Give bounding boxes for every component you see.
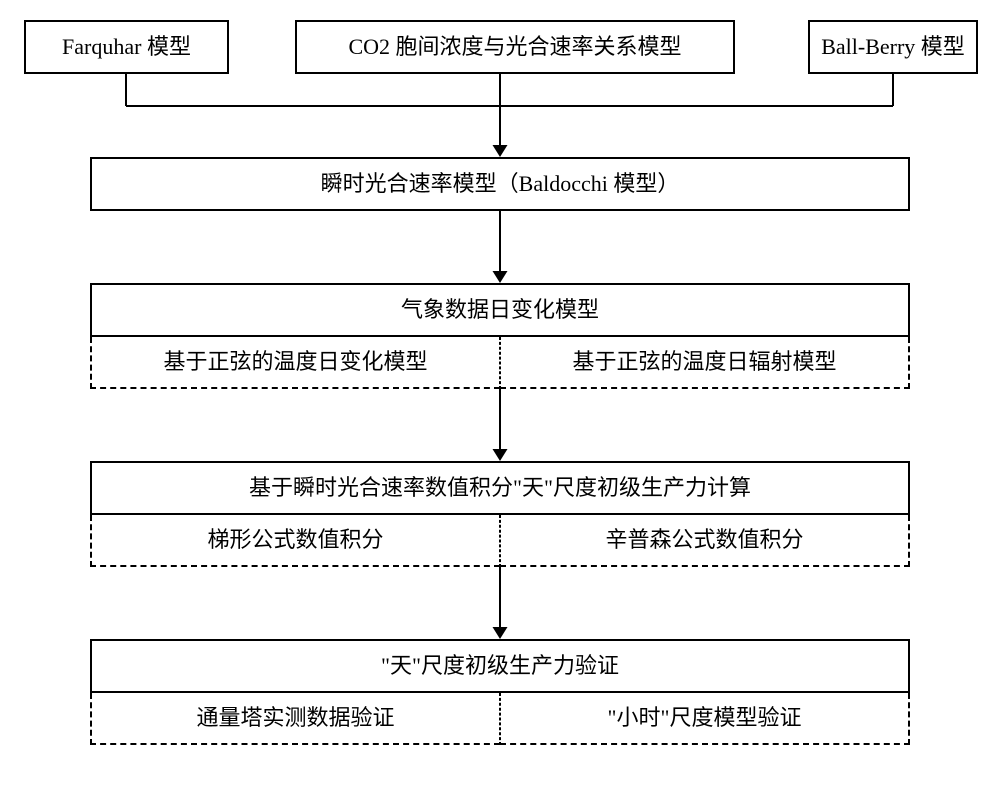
- label: 气象数据日变化模型: [401, 296, 599, 325]
- label: 基于瞬时光合速率数值积分"天"尺度初级生产力计算: [249, 474, 751, 503]
- label: 梯形公式数值积分: [207, 526, 383, 555]
- node-daily-gpp-integration: 基于瞬时光合速率数值积分"天"尺度初级生产力计算: [90, 461, 910, 515]
- label: 基于正弦的温度日辐射模型: [572, 348, 836, 377]
- node-daily-gpp-validation: "天"尺度初级生产力验证: [90, 639, 910, 693]
- node-meteo-sub-row: 基于正弦的温度日变化模型 基于正弦的温度日辐射模型: [90, 337, 910, 389]
- node-hourly-model-validation: "小时"尺度模型验证: [500, 693, 910, 745]
- node-farquhar-model: Farquhar 模型: [24, 20, 229, 74]
- node-fluxtower-validation: 通量塔实测数据验证: [90, 693, 500, 745]
- node-trapezoid-integration: 梯形公式数值积分: [90, 515, 500, 567]
- label: "天"尺度初级生产力验证: [381, 652, 619, 681]
- label: "小时"尺度模型验证: [608, 704, 802, 733]
- node-sine-temperature-model: 基于正弦的温度日变化模型: [90, 337, 500, 389]
- node-integration-sub-row: 梯形公式数值积分 辛普森公式数值积分: [90, 515, 910, 567]
- node-validation-sub-row: 通量塔实测数据验证 "小时"尺度模型验证: [90, 693, 910, 745]
- node-baldocchi-model: 瞬时光合速率模型（Baldocchi 模型）: [90, 157, 910, 211]
- node-ball-berry-model: Ball-Berry 模型: [808, 20, 978, 74]
- node-simpson-integration: 辛普森公式数值积分: [500, 515, 910, 567]
- label: Farquhar 模型: [62, 33, 191, 62]
- label: 通量塔实测数据验证: [196, 704, 394, 733]
- label: Ball-Berry 模型: [821, 33, 965, 62]
- node-co2-photosynthesis: CO2 胞间浓度与光合速率关系模型: [295, 20, 735, 74]
- node-meteo-daily-model: 气象数据日变化模型: [90, 283, 910, 337]
- label: CO2 胞间浓度与光合速率关系模型: [348, 33, 681, 62]
- label: 辛普森公式数值积分: [605, 526, 803, 555]
- node-sine-radiation-model: 基于正弦的温度日辐射模型: [500, 337, 910, 389]
- label: 瞬时光合速率模型（Baldocchi 模型）: [321, 170, 680, 199]
- label: 基于正弦的温度日变化模型: [163, 348, 427, 377]
